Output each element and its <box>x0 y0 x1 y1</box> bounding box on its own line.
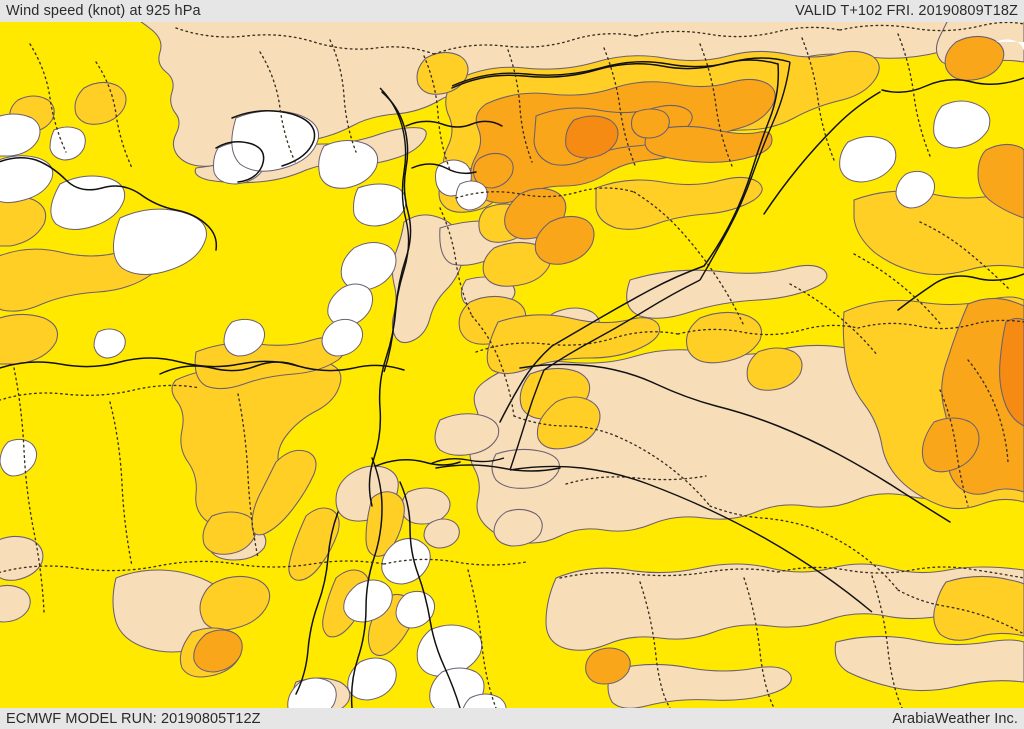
wind-speed-contour-field <box>0 22 1024 708</box>
band-orange-25-30kt <box>565 115 1024 427</box>
footer-bar: ECMWF MODEL RUN: 20190805T12Z ArabiaWeat… <box>0 708 1024 729</box>
attribution-label: ArabiaWeather Inc. <box>892 710 1018 727</box>
page-title: Wind speed (knot) at 925 hPa <box>6 2 201 19</box>
country-borders-solid <box>379 57 873 613</box>
country-borders-dotted <box>0 22 1024 708</box>
band-amber-20-25kt <box>193 35 1024 685</box>
coastlines <box>0 59 1024 708</box>
map-canvas <box>0 22 1024 708</box>
model-run-label: ECMWF MODEL RUN: 20190805T12Z <box>6 710 261 727</box>
valid-time-label: VALID T+102 FRI. 20190809T18Z <box>795 2 1018 19</box>
header-bar: Wind speed (knot) at 925 hPa VALID T+102… <box>0 0 1024 22</box>
